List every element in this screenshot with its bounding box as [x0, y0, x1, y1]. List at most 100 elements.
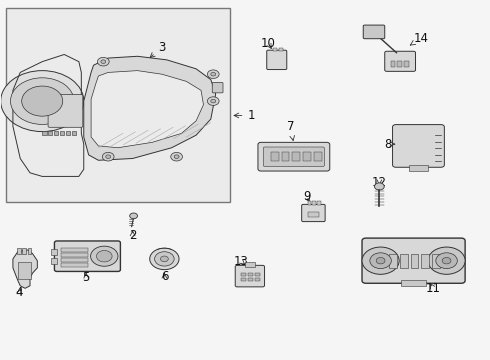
Circle shape	[160, 256, 168, 262]
Circle shape	[211, 72, 216, 76]
Circle shape	[155, 252, 174, 266]
Circle shape	[130, 213, 138, 219]
Bar	[17, 248, 21, 253]
Circle shape	[370, 253, 392, 269]
Circle shape	[428, 247, 465, 274]
Bar	[279, 48, 283, 51]
Polygon shape	[13, 250, 37, 288]
Bar	[61, 253, 88, 257]
FancyBboxPatch shape	[212, 82, 223, 93]
Text: 8: 8	[384, 138, 394, 150]
Bar	[248, 273, 253, 276]
Bar	[409, 165, 428, 171]
FancyBboxPatch shape	[263, 147, 324, 166]
Text: 9: 9	[303, 190, 310, 203]
FancyBboxPatch shape	[235, 265, 265, 287]
Circle shape	[174, 155, 179, 158]
Bar	[303, 152, 311, 161]
Circle shape	[374, 183, 384, 190]
Bar	[61, 248, 88, 252]
Bar	[401, 280, 426, 286]
Circle shape	[150, 248, 179, 270]
Circle shape	[211, 99, 216, 103]
FancyBboxPatch shape	[267, 50, 287, 69]
Bar	[389, 253, 397, 268]
Bar	[255, 273, 260, 276]
Circle shape	[102, 152, 114, 161]
Bar	[241, 278, 246, 281]
Bar	[72, 131, 76, 135]
Polygon shape	[91, 71, 203, 148]
Text: 13: 13	[234, 255, 249, 268]
FancyBboxPatch shape	[302, 204, 325, 222]
Bar	[273, 48, 277, 51]
Bar	[245, 262, 255, 267]
Bar	[60, 131, 64, 135]
Bar	[42, 131, 47, 135]
Circle shape	[362, 247, 399, 274]
Bar	[314, 152, 322, 161]
Bar	[308, 212, 319, 217]
Bar	[241, 273, 246, 276]
Bar	[22, 248, 26, 253]
Circle shape	[98, 57, 109, 66]
Circle shape	[101, 60, 106, 63]
Bar	[313, 201, 316, 206]
Text: 6: 6	[161, 270, 168, 283]
FancyBboxPatch shape	[392, 125, 444, 167]
Text: 14: 14	[410, 32, 428, 45]
FancyBboxPatch shape	[54, 241, 121, 271]
Bar	[66, 131, 70, 135]
Circle shape	[0, 71, 84, 132]
FancyBboxPatch shape	[362, 238, 465, 283]
Circle shape	[97, 251, 112, 262]
Bar	[400, 253, 408, 268]
Circle shape	[207, 70, 219, 78]
Bar	[54, 131, 58, 135]
FancyBboxPatch shape	[48, 95, 83, 127]
Circle shape	[376, 257, 385, 264]
Bar	[27, 248, 31, 253]
Bar	[308, 201, 311, 206]
Bar	[51, 258, 57, 264]
Bar	[61, 258, 88, 262]
Bar	[18, 262, 31, 279]
Bar	[48, 131, 52, 135]
Circle shape	[91, 246, 118, 266]
Bar	[397, 61, 402, 67]
Circle shape	[442, 257, 451, 264]
Text: 3: 3	[150, 41, 166, 58]
Bar	[391, 61, 395, 67]
Text: 4: 4	[16, 287, 23, 300]
FancyBboxPatch shape	[385, 51, 416, 71]
Bar	[432, 253, 440, 268]
Text: 7: 7	[287, 121, 294, 140]
Bar	[51, 249, 57, 255]
Bar	[61, 263, 88, 267]
Bar	[5, 8, 230, 202]
Circle shape	[436, 253, 457, 269]
Bar	[404, 61, 409, 67]
Bar	[255, 278, 260, 281]
Bar	[271, 152, 279, 161]
Circle shape	[22, 86, 63, 116]
Text: 2: 2	[129, 229, 136, 242]
Circle shape	[10, 78, 74, 125]
Text: 12: 12	[372, 176, 387, 189]
Text: 10: 10	[261, 37, 276, 50]
Bar	[293, 152, 300, 161]
Bar	[411, 253, 418, 268]
Text: 5: 5	[82, 271, 90, 284]
Bar	[318, 201, 321, 206]
Bar	[421, 253, 429, 268]
Text: 11: 11	[426, 282, 441, 295]
Circle shape	[171, 152, 182, 161]
FancyBboxPatch shape	[258, 142, 330, 171]
Circle shape	[106, 155, 111, 158]
Circle shape	[207, 97, 219, 105]
Polygon shape	[84, 56, 216, 160]
Bar	[248, 278, 253, 281]
Bar	[282, 152, 290, 161]
Text: 1: 1	[234, 109, 255, 122]
FancyBboxPatch shape	[363, 25, 385, 39]
